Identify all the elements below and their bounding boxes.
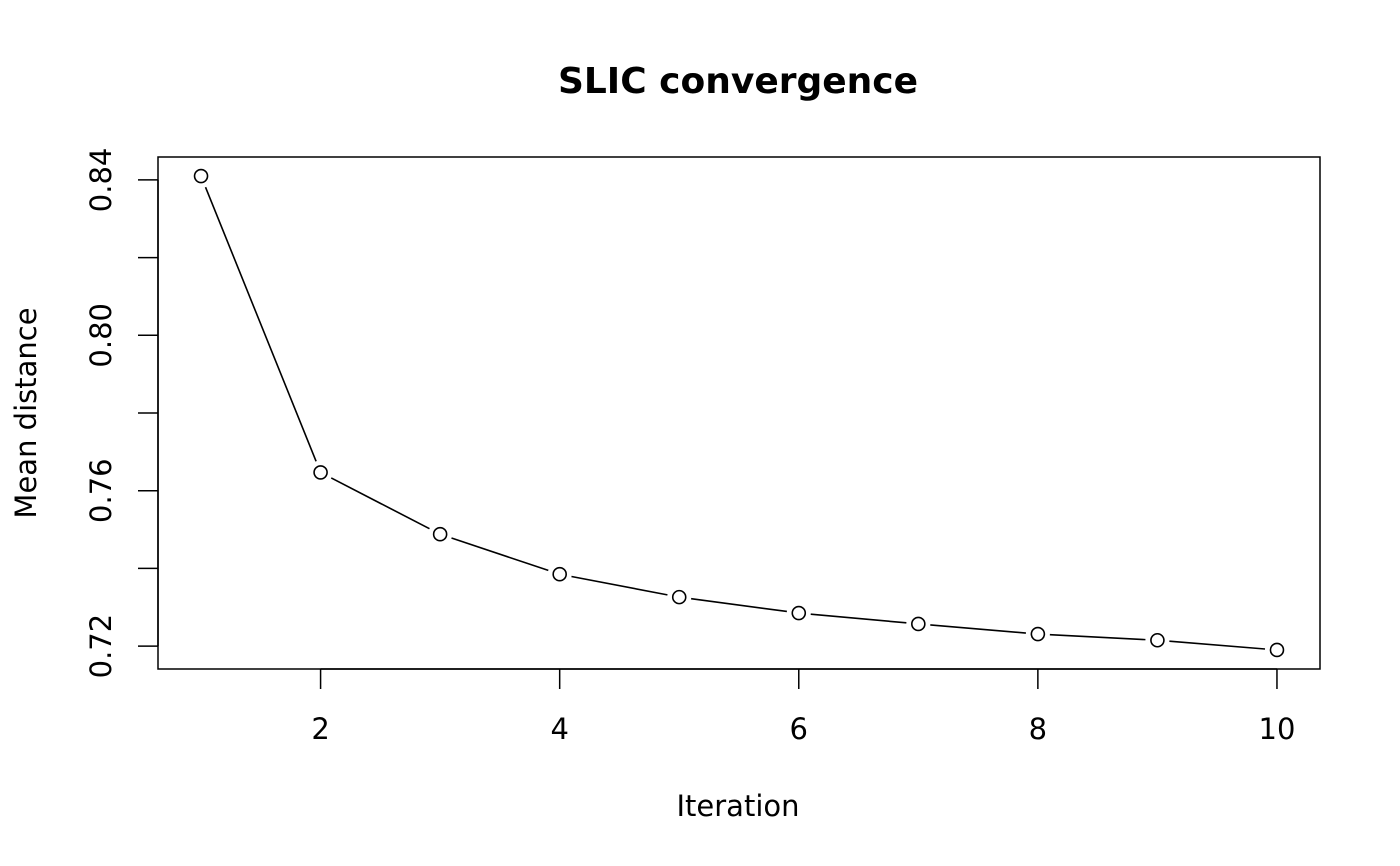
x-tick-label: 10	[1259, 712, 1296, 746]
series-line-segment	[1049, 633, 1146, 641]
data-point	[1150, 632, 1165, 648]
data-point	[1030, 626, 1046, 642]
x-tick-label: 2	[311, 712, 329, 746]
y-tick-label: 0.76	[84, 458, 118, 523]
series-line-segment	[691, 597, 787, 613]
data-point	[791, 605, 807, 621]
x-tick-label: 4	[550, 712, 568, 746]
x-axis-label: Iteration	[676, 789, 799, 823]
series-line-segment	[1169, 640, 1266, 650]
y-tick-label: 0.80	[84, 303, 118, 368]
y-tick-label: 0.84	[84, 148, 118, 213]
data-point	[1269, 642, 1285, 658]
data-point	[432, 526, 448, 542]
series-line-segment	[810, 613, 907, 624]
x-tick-label: 6	[790, 712, 808, 746]
x-axis: 2 4 6 8 10	[311, 668, 1296, 746]
series-line-segment	[204, 186, 317, 462]
y-tick-label: 0.72	[84, 614, 118, 679]
series-line-segment	[571, 575, 668, 596]
data-point	[911, 616, 926, 632]
series-line-segment	[330, 477, 430, 530]
y-axis: 0.72 0.76 0.80 0.84	[84, 148, 159, 679]
plot-frame	[157, 156, 1321, 670]
data-series	[193, 168, 1285, 658]
series-line-segment	[930, 624, 1026, 634]
y-axis-label: Mean distance	[9, 307, 43, 518]
x-tick-label: 8	[1029, 712, 1047, 746]
chart-title: SLIC convergence	[558, 61, 918, 102]
data-point	[552, 566, 567, 582]
data-point	[671, 589, 687, 605]
series-line-segment	[451, 537, 549, 572]
data-point	[193, 168, 209, 184]
data-point	[313, 465, 328, 480]
